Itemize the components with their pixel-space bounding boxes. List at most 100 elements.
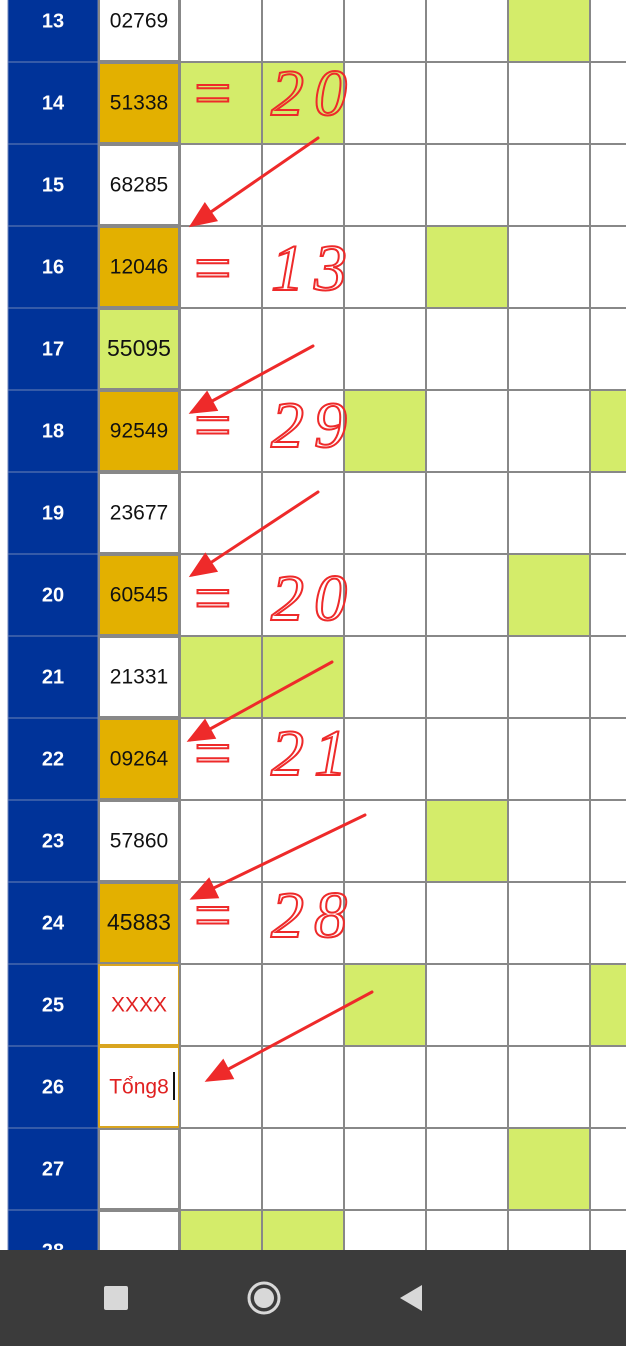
cell[interactable] [261, 799, 345, 883]
row-header [7, 143, 99, 227]
cell[interactable] [343, 471, 427, 555]
cell[interactable] [589, 1127, 626, 1211]
cell[interactable] [589, 799, 626, 883]
number-cell[interactable] [98, 882, 180, 964]
cell[interactable] [425, 1127, 509, 1211]
cell[interactable] [507, 635, 591, 719]
cell[interactable] [425, 553, 509, 637]
cell[interactable] [425, 307, 509, 391]
cell[interactable] [507, 61, 591, 145]
cell[interactable] [507, 1045, 591, 1129]
cell[interactable] [589, 307, 626, 391]
cell[interactable] [507, 717, 591, 801]
cell[interactable] [507, 799, 591, 883]
cell[interactable] [589, 143, 626, 227]
number-cell[interactable] [98, 964, 180, 1046]
cell[interactable] [425, 389, 509, 473]
number-text: 60545 [110, 584, 168, 607]
cell[interactable] [507, 963, 591, 1047]
cell[interactable] [261, 1045, 345, 1129]
cell[interactable] [343, 635, 427, 719]
cell[interactable] [425, 717, 509, 801]
cell[interactable] [179, 963, 263, 1047]
number-cell[interactable] [98, 554, 180, 636]
cell[interactable] [343, 389, 427, 473]
cell[interactable] [343, 0, 427, 63]
cell[interactable] [425, 1045, 509, 1129]
number-cell[interactable] [98, 718, 180, 800]
number-cell[interactable] [98, 308, 180, 390]
cell[interactable] [589, 389, 626, 473]
cell[interactable] [507, 553, 591, 637]
cell[interactable] [261, 471, 345, 555]
cell[interactable] [507, 143, 591, 227]
cell[interactable] [179, 225, 263, 309]
cell[interactable] [507, 307, 591, 391]
cell[interactable] [507, 1127, 591, 1211]
cell[interactable] [179, 389, 263, 473]
cell[interactable] [589, 963, 626, 1047]
cell[interactable] [589, 553, 626, 637]
cell[interactable] [425, 0, 509, 63]
cell[interactable] [261, 963, 345, 1047]
cell[interactable] [179, 0, 263, 63]
number-text: 51338 [110, 92, 168, 115]
cell[interactable] [507, 389, 591, 473]
cell[interactable] [343, 881, 427, 965]
cell[interactable] [179, 553, 263, 637]
cell[interactable] [343, 963, 427, 1047]
number-cell[interactable] [98, 1046, 180, 1128]
cell[interactable] [425, 635, 509, 719]
cell[interactable] [261, 881, 345, 965]
cell[interactable] [589, 61, 626, 145]
cell[interactable] [589, 225, 626, 309]
cell[interactable] [507, 471, 591, 555]
cell[interactable] [425, 963, 509, 1047]
cell[interactable] [425, 881, 509, 965]
cell[interactable] [261, 389, 345, 473]
cell[interactable] [589, 471, 626, 555]
cell[interactable] [425, 225, 509, 309]
cell[interactable] [589, 0, 626, 63]
cell[interactable] [343, 799, 427, 883]
cell[interactable] [507, 881, 591, 965]
number-cell[interactable] [98, 636, 180, 718]
number-cell[interactable] [98, 144, 180, 226]
cell[interactable] [179, 1127, 263, 1211]
cell[interactable] [261, 0, 345, 63]
cell[interactable] [425, 799, 509, 883]
cell[interactable] [507, 225, 591, 309]
cell[interactable] [589, 635, 626, 719]
number-cell[interactable] [98, 800, 180, 882]
cell[interactable] [261, 717, 345, 801]
number-cell[interactable] [98, 472, 180, 554]
cell[interactable] [261, 553, 345, 637]
row-header [7, 389, 99, 473]
cell[interactable] [425, 471, 509, 555]
cell[interactable] [343, 307, 427, 391]
cell[interactable] [425, 61, 509, 145]
back-button[interactable] [400, 1285, 422, 1311]
home-button[interactable] [247, 1281, 281, 1315]
cell[interactable] [261, 307, 345, 391]
number-cell[interactable] [98, 390, 180, 472]
cell[interactable] [179, 307, 263, 391]
cell[interactable] [343, 143, 427, 227]
cell[interactable] [343, 1127, 427, 1211]
number-cell[interactable] [98, 0, 180, 62]
cell[interactable] [425, 143, 509, 227]
number-cell[interactable] [98, 1128, 180, 1210]
arrow [191, 813, 367, 900]
cell[interactable] [261, 143, 345, 227]
recents-button[interactable] [104, 1286, 128, 1310]
cell[interactable] [343, 553, 427, 637]
cell[interactable] [507, 0, 591, 63]
cell[interactable] [343, 1045, 427, 1129]
cell[interactable] [589, 881, 626, 965]
cell[interactable] [589, 717, 626, 801]
number-cell[interactable] [98, 62, 180, 144]
cell[interactable] [261, 1127, 345, 1211]
cell[interactable] [589, 1045, 626, 1129]
cell[interactable] [179, 799, 263, 883]
cell[interactable] [179, 471, 263, 555]
